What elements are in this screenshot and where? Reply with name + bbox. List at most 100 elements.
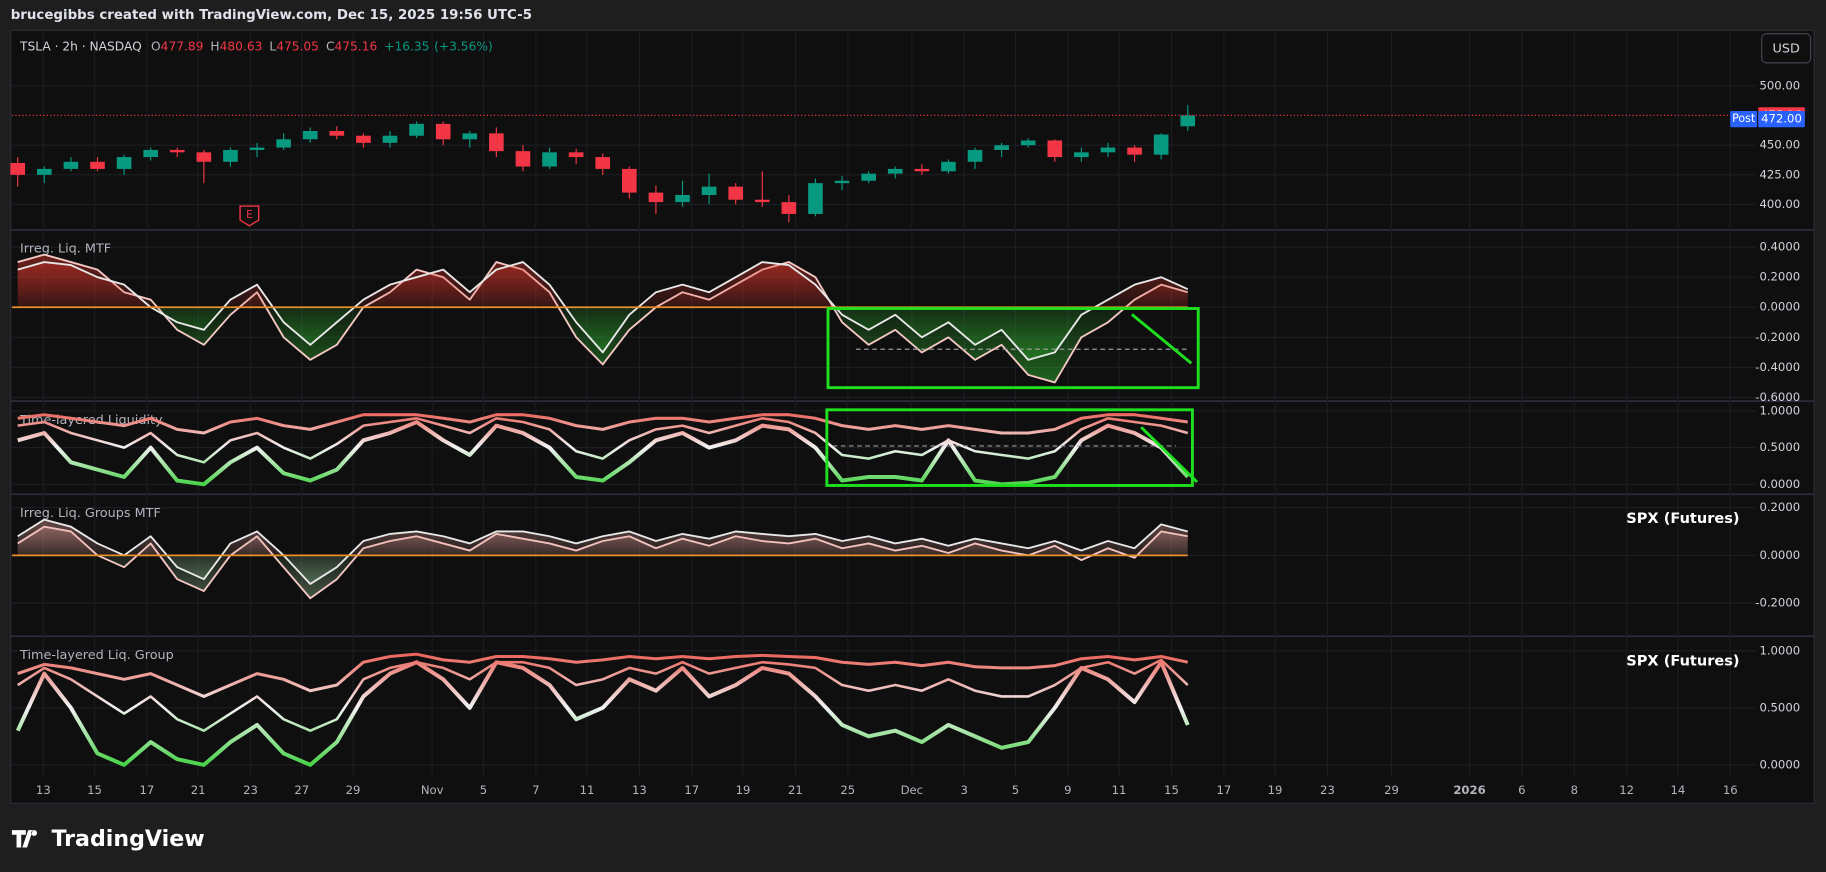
- earnings-label: E: [246, 209, 253, 221]
- trend-line: [1130, 313, 1193, 365]
- area-fill: [17, 519, 1188, 584]
- post-price-label: 472.00: [1761, 112, 1802, 126]
- x-tick-label: 21: [788, 783, 803, 797]
- y-tick-label: 500.00: [1759, 78, 1800, 92]
- y-tick-label: 0.4000: [1759, 240, 1800, 254]
- legend-value: 475.16: [335, 39, 378, 53]
- candle-body: [1074, 152, 1089, 158]
- candle-body: [542, 152, 557, 167]
- currency-button[interactable]: [1761, 33, 1812, 64]
- x-tick-label: 7: [532, 783, 539, 797]
- x-tick-label: 25: [840, 783, 855, 797]
- candle-body: [63, 161, 79, 169]
- pane-title: Irreg. Liq. Groups MTF: [20, 506, 161, 521]
- candle-body: [1153, 134, 1169, 155]
- candle-body: [1020, 140, 1036, 146]
- legend-value: 477.89: [161, 39, 204, 53]
- candle-body: [143, 149, 158, 158]
- candle-body: [648, 192, 664, 203]
- y-tick-label: 0.0000: [1759, 548, 1800, 562]
- y-tick-label: 0.2000: [1759, 270, 1800, 284]
- x-tick-label: 21: [191, 783, 206, 797]
- candle-body: [515, 151, 531, 167]
- legend-key: O: [151, 39, 161, 53]
- post-tag-box: [1730, 110, 1758, 128]
- candle-body: [568, 152, 584, 158]
- legend-value: 475.05: [276, 39, 319, 53]
- x-tick-label: 14: [1670, 783, 1685, 797]
- candle-body: [10, 162, 26, 175]
- x-tick-label: 27: [294, 783, 309, 797]
- x-tick-label: 2026: [1453, 783, 1485, 797]
- candle-body: [1127, 147, 1142, 155]
- x-tick-label: 3: [961, 783, 968, 797]
- candle-body: [249, 147, 265, 150]
- x-tick-label: 11: [1112, 783, 1127, 797]
- x-tick-label: 19: [1268, 783, 1283, 797]
- currency-label[interactable]: USD: [1772, 41, 1799, 56]
- candle-body: [914, 168, 930, 172]
- post-price-box: [1758, 110, 1805, 128]
- x-tick-label: 12: [1619, 783, 1634, 797]
- legend-key: H: [210, 39, 219, 53]
- candle-body: [116, 157, 132, 169]
- x-tick-label: 29: [346, 783, 361, 797]
- candle-body: [834, 180, 850, 184]
- candle-body: [435, 123, 451, 140]
- x-tick-label: 6: [1518, 783, 1525, 797]
- candle-body: [728, 186, 744, 200]
- y-tick-label: 425.00: [1759, 167, 1800, 181]
- series-line: [17, 652, 1189, 698]
- y-tick-label: 0.5000: [1759, 440, 1800, 454]
- candle-body: [382, 135, 398, 143]
- x-tick-label: 17: [684, 783, 699, 797]
- candle-body: [489, 133, 504, 152]
- y-tick-label: 1.0000: [1759, 643, 1800, 657]
- legend-symbol: TSLA · 2h · NASDAQ: [19, 39, 142, 53]
- x-tick-label: Dec: [901, 783, 924, 797]
- x-tick-label: 13: [632, 783, 647, 797]
- series-line: [17, 253, 1189, 384]
- x-tick-label: 8: [1571, 783, 1578, 797]
- y-tick-label: 450.00: [1759, 138, 1800, 152]
- series-line: [17, 417, 1189, 464]
- candle-body: [223, 149, 238, 162]
- series-line: [17, 420, 1190, 487]
- candle-body: [90, 161, 105, 169]
- y-tick-label: 0.0000: [1759, 300, 1800, 314]
- series-line: [17, 658, 1189, 732]
- candle-body: [1100, 147, 1116, 153]
- candle-body: [701, 186, 717, 195]
- candle-body: [409, 123, 424, 136]
- candle-body: [622, 168, 637, 193]
- y-tick-label: -0.2000: [1755, 330, 1800, 344]
- x-tick-label: 23: [243, 783, 258, 797]
- x-tick-label: 17: [140, 783, 155, 797]
- x-tick-label: Nov: [421, 783, 444, 797]
- y-tick-label: 0.0000: [1759, 757, 1800, 771]
- candle-body: [1180, 115, 1196, 127]
- x-tick-label: 17: [1216, 783, 1231, 797]
- series-line: [17, 261, 1189, 361]
- trend-line: [1140, 426, 1199, 484]
- x-tick-label: 9: [1064, 783, 1071, 797]
- x-tick-label: 15: [1164, 783, 1179, 797]
- legend-change: +16.35: [384, 39, 429, 53]
- candle-body: [36, 168, 52, 175]
- x-tick-label: 19: [736, 783, 751, 797]
- legend-value: 480.63: [220, 39, 263, 53]
- candle-body: [675, 194, 690, 203]
- candle-body: [356, 135, 371, 143]
- pane-title: Time-layered Liq. Group: [19, 648, 174, 663]
- x-tick-label: 13: [36, 783, 51, 797]
- earnings-marker: [239, 205, 260, 227]
- y-tick-label: 0.0000: [1759, 477, 1800, 491]
- candle-body: [967, 149, 983, 162]
- x-tick-label: 5: [480, 783, 487, 797]
- x-tick-label: 5: [1012, 783, 1019, 797]
- candle-body: [276, 139, 291, 148]
- series-line: [15, 660, 1190, 767]
- pane-subtitle: SPX (Futures): [1626, 652, 1739, 669]
- candle-body: [462, 133, 478, 140]
